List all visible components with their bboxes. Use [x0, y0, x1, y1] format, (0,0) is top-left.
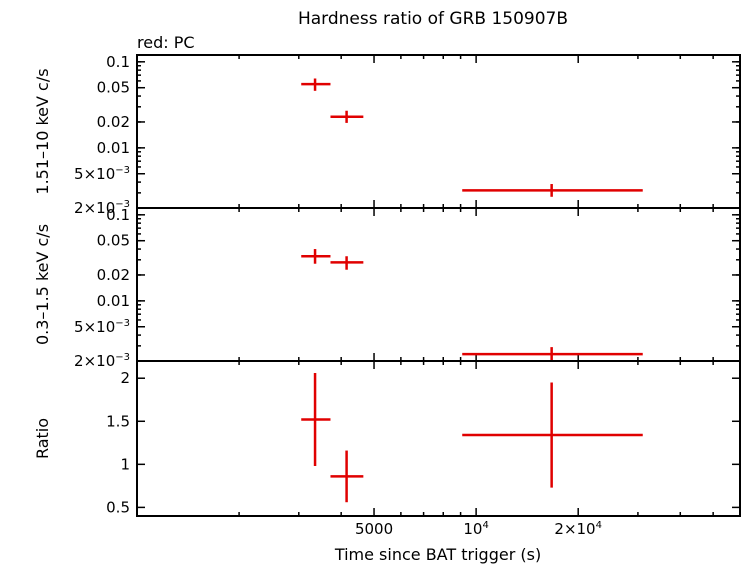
y-tick-label: 0.1	[106, 206, 130, 224]
data-point-hard-3	[462, 184, 643, 197]
data-point-hard-1	[301, 78, 331, 91]
panels-group: 0.1 0.05 0.02 0.01 5×10−3 2×10−3 1.51–10 keV c…	[33, 53, 741, 538]
y-tick-label: 0.05	[97, 232, 130, 250]
panel-soft: 0.1 0.05 0.02 0.01 5×10−3 2×10−3 0.3–1.5 keV c…	[33, 206, 741, 370]
y-tick-label: 2×10−3	[74, 199, 130, 217]
x-tick-label: 2×104	[554, 520, 602, 538]
panel-frame	[136, 207, 741, 362]
panel-ratio: 2 1.5 1 0.5 Ratio	[33, 360, 741, 517]
data-point-soft-1	[301, 249, 331, 264]
data-point-soft-2	[330, 256, 364, 270]
data-point-ratio-3	[462, 382, 643, 488]
x-tick-label: 104	[463, 520, 488, 538]
legend-text: red: PC	[137, 33, 195, 52]
panel-frame	[136, 54, 741, 209]
y-tick-label: 2	[120, 369, 130, 387]
x-tick-label: 5000	[355, 520, 393, 538]
y-tick-label: 0.01	[97, 292, 130, 310]
y-tick-label: 1.5	[106, 412, 130, 430]
x-axis-label: Time since BAT trigger (s)	[334, 545, 541, 564]
y-axis-label-soft: 0.3–1.5 keV c/s	[33, 224, 52, 345]
y-tick-label: 5×10−3	[74, 165, 130, 183]
y-tick-label: 0.5	[106, 498, 130, 516]
data-point-ratio-2	[330, 450, 364, 503]
y-axis-label-ratio: Ratio	[33, 418, 52, 459]
y-tick-label: 0.1	[106, 53, 130, 71]
data-point-ratio-1	[301, 373, 331, 467]
y-axis-label-hard: 1.51–10 keV c/s	[33, 68, 52, 194]
data-point-hard-2	[330, 110, 364, 123]
chart-title: Hardness ratio of GRB 150907B	[298, 9, 568, 29]
y-tick-label: 2×10−3	[74, 352, 130, 370]
y-tick-label: 1	[120, 455, 130, 473]
y-tick-label: 5×10−3	[74, 318, 130, 336]
y-tick-label: 0.02	[97, 113, 130, 131]
panel-hard: 0.1 0.05 0.02 0.01 5×10−3 2×10−3 1.51–10 keV c…	[33, 53, 741, 217]
y-tick-label: 0.01	[97, 139, 130, 157]
data-point-soft-3	[462, 347, 643, 360]
y-tick-label: 0.05	[97, 79, 130, 97]
y-tick-label: 0.02	[97, 266, 130, 284]
panel-frame	[136, 360, 741, 517]
